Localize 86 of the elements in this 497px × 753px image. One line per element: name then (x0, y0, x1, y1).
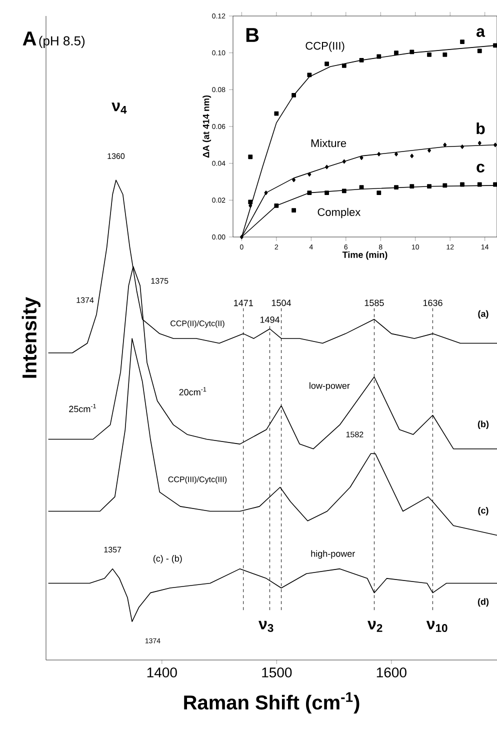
annotation: high-power (311, 550, 355, 559)
point (308, 172, 312, 177)
point (359, 58, 364, 62)
point (307, 72, 312, 78)
annotation: b (476, 122, 485, 134)
annotation: (b) (478, 420, 489, 430)
annotation: (a) (478, 310, 488, 319)
annotation: CCP(II)/Cytc(II) (170, 320, 224, 328)
point (410, 50, 414, 54)
point (493, 182, 497, 187)
point (477, 182, 482, 187)
point (248, 154, 253, 160)
ref-line-label: 1471 (234, 300, 253, 306)
point (394, 185, 398, 190)
annotation: CCP(III)/Cytc(III) (168, 476, 227, 484)
point (394, 152, 398, 156)
annotation: Complex (318, 208, 361, 218)
text: 1360 (108, 153, 125, 159)
point (376, 190, 382, 195)
point (478, 140, 482, 146)
point (427, 184, 432, 189)
point (360, 156, 364, 160)
annotation: 1375 (151, 278, 168, 284)
chart-title: B (246, 28, 259, 42)
point (264, 190, 268, 195)
x-tick-label: 1500 (262, 668, 292, 678)
point (307, 190, 312, 195)
point (477, 48, 482, 54)
annotation: 20cm$^{-1}$ (179, 387, 206, 396)
annotation: 25cm$^{-1}$ (69, 404, 96, 412)
annotation: ν$_{2}$ (368, 620, 382, 632)
point (292, 92, 296, 98)
annotation: ν$_{10}$ (426, 620, 448, 632)
point (494, 142, 497, 148)
annotation: low-power (310, 382, 350, 391)
annotation: Mixture (311, 139, 346, 148)
point (248, 200, 253, 204)
point (292, 178, 296, 182)
x-tick-label: 1400 (147, 668, 177, 678)
point (324, 62, 329, 66)
annotation: CCP(III) (306, 42, 344, 52)
annotation: ν$_{3}$ (258, 620, 274, 632)
y-axis-title: ΔA (at 414 nm) (202, 95, 212, 158)
point (428, 148, 432, 153)
point (460, 40, 464, 44)
annotation: (d) (478, 598, 489, 607)
point (443, 142, 447, 148)
point (376, 54, 382, 59)
point (240, 234, 244, 240)
point (460, 182, 464, 187)
ref-line-label: 1494 (260, 316, 280, 323)
annotation: 1582 (346, 432, 364, 438)
point (342, 188, 346, 194)
point (493, 43, 497, 48)
ref-line-label: 1636 (423, 300, 442, 306)
point (292, 208, 296, 212)
point (442, 52, 448, 57)
annotation: (c) (478, 507, 488, 516)
point (342, 159, 346, 164)
point (394, 50, 398, 56)
point (274, 203, 279, 208)
ref-line-label: 1585 (364, 300, 384, 306)
point (410, 154, 414, 158)
chart-subtitle: (pH 8.5) (39, 36, 85, 48)
annotation: a (476, 28, 486, 37)
point (377, 152, 381, 156)
x-axis-title: Raman Shift (cm$^{-1}$) (184, 692, 360, 714)
point (342, 64, 346, 68)
point (410, 184, 414, 189)
annotation: 1357 (104, 546, 122, 552)
text: ν$_{4}$ (112, 102, 127, 114)
chart-title: A (22, 32, 36, 46)
y-axis-title: Intensity (22, 296, 40, 378)
point (460, 144, 464, 149)
point (325, 164, 329, 170)
point (359, 185, 364, 190)
ref-line-label: 1504 (272, 300, 291, 306)
annotation: 1374 (76, 297, 94, 303)
point (427, 52, 432, 57)
annotation: (c) - (b) (153, 555, 182, 564)
point (442, 183, 448, 188)
point (274, 111, 279, 116)
point (324, 190, 329, 195)
annotation: c (476, 164, 484, 172)
x-axis-title: Time (min) (342, 251, 388, 260)
x-tick-label: 1600 (376, 668, 406, 678)
